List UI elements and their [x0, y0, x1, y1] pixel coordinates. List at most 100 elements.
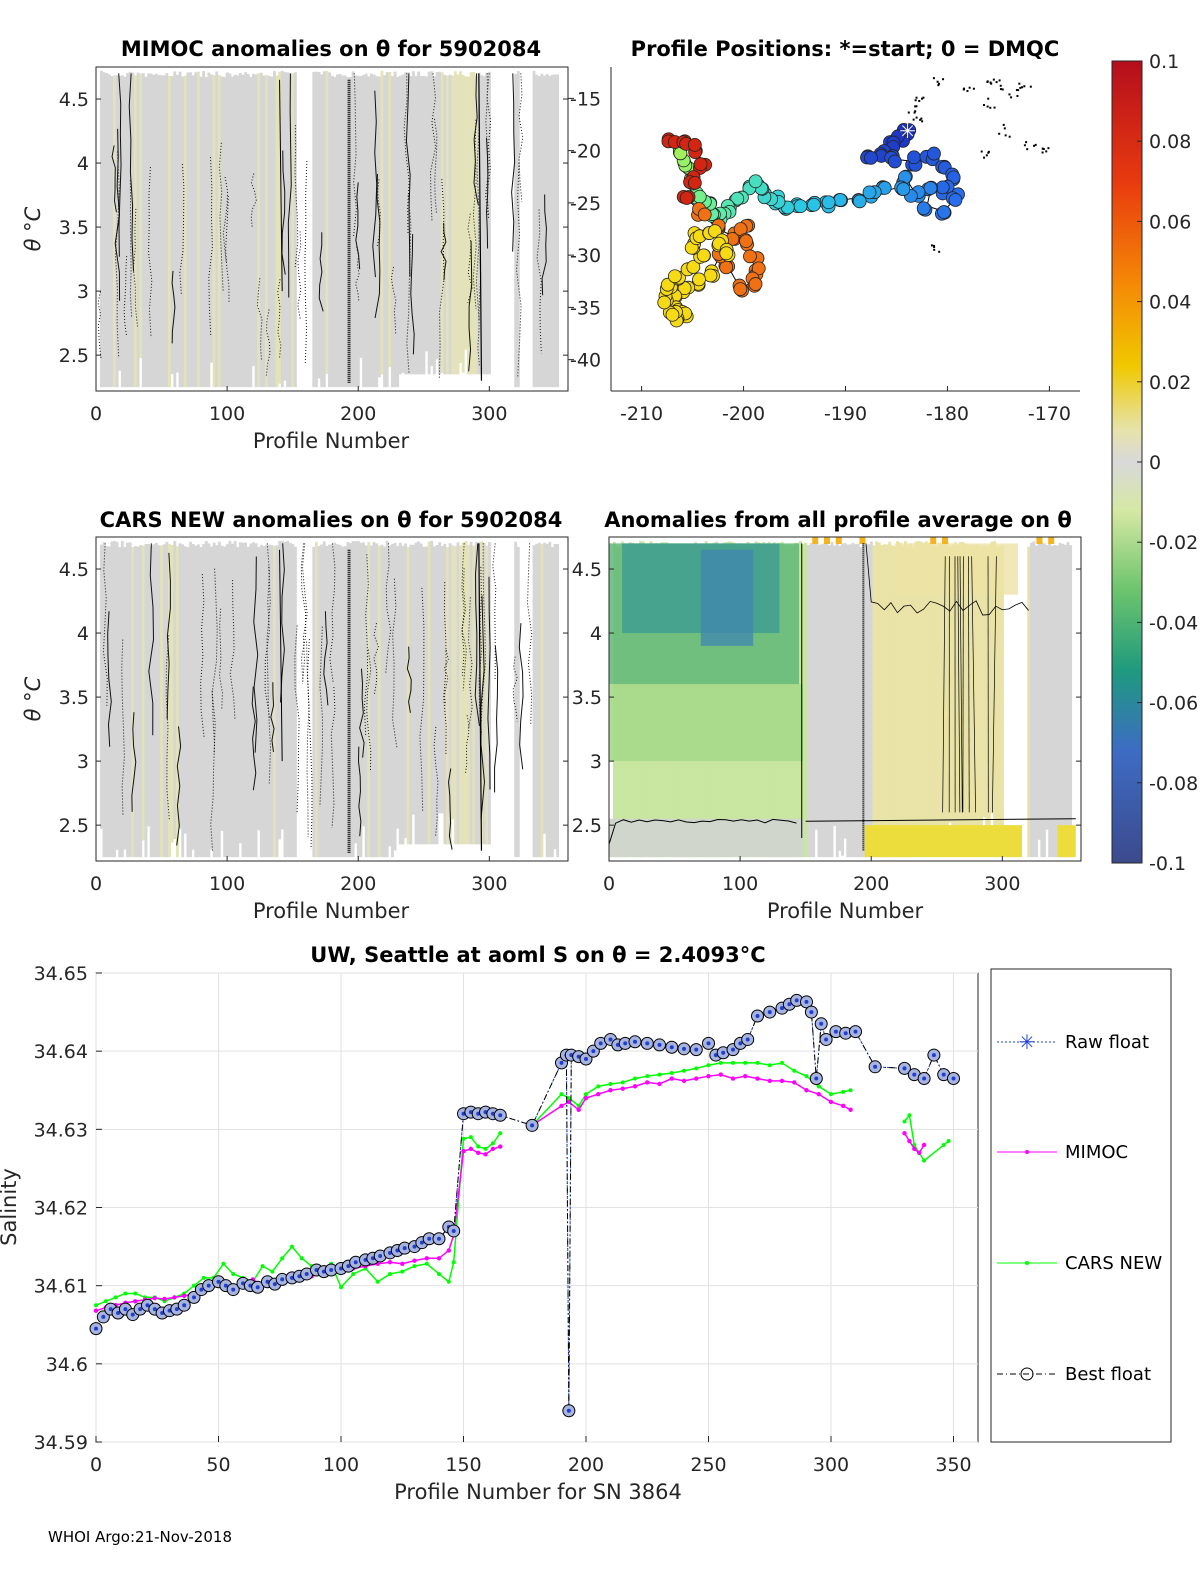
anomaly-column — [927, 542, 931, 845]
anomaly-column — [157, 545, 161, 858]
anomaly-column — [814, 542, 818, 830]
anomaly-column — [233, 74, 237, 388]
anomaly-column — [280, 540, 284, 830]
anomaly-column — [435, 72, 439, 360]
anomaly-column — [440, 546, 444, 814]
mimoc-point — [917, 1150, 922, 1155]
mimoc-point — [755, 1076, 760, 1081]
dmqc-mark — [986, 105, 989, 108]
anomaly-column — [362, 74, 366, 388]
anomaly-column — [144, 543, 148, 858]
anomaly-column — [1066, 542, 1070, 858]
anomaly-column — [228, 73, 232, 388]
mimoc-point — [645, 1080, 650, 1085]
dmqc-mark — [989, 81, 992, 84]
mimoc-point — [559, 1103, 564, 1109]
dmqc-mark — [998, 79, 1001, 82]
anomaly-column — [267, 544, 271, 858]
anomaly-column — [207, 72, 211, 388]
anomaly-column — [99, 544, 103, 829]
anomaly-column — [550, 547, 554, 858]
raw-float-point — [745, 1037, 750, 1042]
anomaly-column — [995, 546, 999, 845]
dmqc-mark — [914, 99, 917, 102]
anomaly-column — [118, 547, 122, 858]
anomaly-column — [922, 542, 926, 845]
mimoc-point — [387, 1260, 393, 1265]
anomaly-column — [930, 542, 934, 845]
legend-cars-new-label: CARS NEW — [1065, 1253, 1162, 1274]
contour-line — [171, 270, 176, 344]
contour-line — [443, 582, 447, 755]
dmqc-mark — [972, 87, 975, 90]
dmqc-mark — [942, 78, 945, 81]
mimoc-y-ticks: 4.5 4 3.5 3 2.5 — [59, 89, 568, 367]
anomaly-column — [293, 72, 297, 388]
mimoc-point — [816, 1091, 821, 1097]
cars-new-point — [596, 1084, 601, 1089]
anomaly-column — [102, 72, 106, 388]
dmqc-marks — [907, 77, 1050, 253]
mimoc-axes-box — [95, 66, 569, 392]
dmqc-mark — [907, 111, 910, 114]
anomaly-column — [880, 544, 884, 858]
profile-position — [751, 261, 766, 276]
anomaly-column — [181, 544, 185, 858]
contour-line — [478, 543, 483, 851]
dmqc-mark — [1026, 148, 1029, 151]
contour-line — [306, 641, 310, 837]
x-tick-label: 200 — [340, 403, 376, 425]
anomaly-column — [838, 545, 842, 851]
dmqc-mark — [1033, 144, 1036, 147]
cars-new-point — [657, 1072, 662, 1077]
anomaly-column — [223, 76, 227, 388]
anomaly-column — [335, 544, 339, 858]
positions-title: Profile Positions: *=start; 0 = DMQC — [631, 37, 1060, 61]
profile-position — [852, 194, 867, 209]
anomaly-column — [1029, 542, 1033, 858]
contour-line — [251, 686, 257, 791]
anomaly-column — [149, 545, 153, 858]
anomaly-column — [204, 541, 208, 858]
anomaly-column — [854, 544, 858, 858]
anomaly-column — [196, 71, 200, 388]
anomaly-column — [244, 72, 248, 388]
contour-line — [218, 142, 224, 291]
contour-line — [467, 597, 473, 729]
anomaly-column — [938, 542, 941, 845]
contour-line — [277, 279, 282, 359]
contour-line — [376, 179, 381, 247]
raw-float-point — [451, 1228, 456, 1233]
anomaly-column — [267, 75, 271, 388]
y-tick-label: 34.64 — [34, 1041, 88, 1063]
contour-line — [200, 574, 205, 739]
raw-float-point — [101, 1314, 106, 1319]
float-track: ✳ — [657, 119, 965, 328]
anomaly-column — [220, 545, 224, 831]
raw-float-point — [794, 998, 799, 1003]
dmqc-mark — [999, 84, 1002, 87]
mimoc-point — [706, 1073, 711, 1079]
contour-line — [218, 608, 223, 710]
anomaly-column — [1050, 545, 1054, 858]
anomaly-column — [283, 541, 287, 858]
anomaly-column — [1063, 544, 1067, 844]
anomaly-column — [139, 73, 143, 359]
profile-position — [833, 193, 848, 207]
profile-position — [733, 282, 748, 297]
anomaly-column — [317, 545, 321, 858]
cars-new-point — [682, 1068, 686, 1073]
cars-new-point — [299, 1256, 304, 1261]
anomaly-column — [160, 545, 164, 858]
anomaly-column — [398, 75, 402, 375]
cars-new-point — [559, 1092, 564, 1097]
raw-float-point — [419, 1240, 424, 1245]
contour-line — [358, 746, 362, 837]
raw-float-point — [931, 1053, 936, 1058]
dmqc-mark — [1023, 144, 1026, 147]
anomaly-column — [380, 70, 384, 375]
anomaly-column — [375, 76, 379, 388]
anomaly-column — [877, 542, 881, 858]
anomaly-column — [417, 71, 421, 375]
profile-position — [739, 234, 753, 249]
